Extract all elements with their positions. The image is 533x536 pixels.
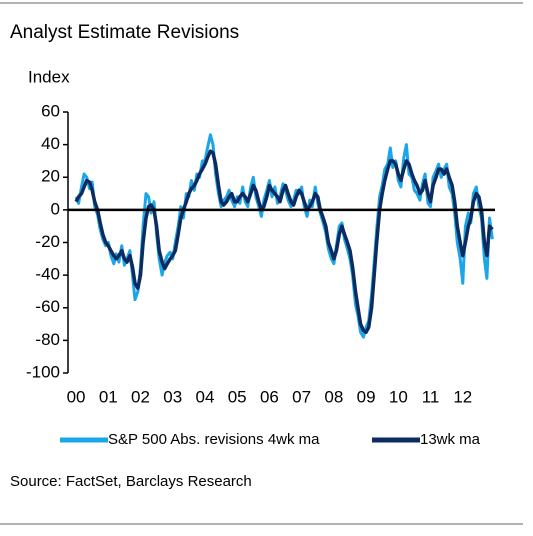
legend-label: S&P 500 Abs. revisions 4wk ma [108,431,320,448]
series-line [74,133,494,339]
y-tick-label: 60 [41,101,60,120]
x-tick-label: 01 [99,387,118,406]
y-tick-label: 40 [41,134,60,153]
source-note: Source: FactSet, Barclays Research [10,473,252,490]
y-tick-label: -40 [35,265,60,284]
x-tick-label: 10 [389,387,408,406]
y-tick-label: -20 [35,232,60,251]
series-line [74,149,494,334]
x-tick-label: 12 [453,387,472,406]
y-tick-label: -60 [35,297,60,316]
x-tick-label: 06 [260,387,279,406]
y-tick-label: 20 [41,167,60,186]
x-tick-label: 02 [131,387,150,406]
x-tick-label: 08 [324,387,343,406]
x-tick-label: 05 [228,387,247,406]
x-tick-label: 09 [357,387,376,406]
legend-label: 13wk ma [420,431,481,448]
chart-title: Analyst Estimate Revisions [10,22,239,43]
x-tick-label: 04 [196,387,215,406]
y-axis-label: Index [28,67,70,86]
x-tick-label: 03 [163,387,182,406]
x-tick-label: 11 [422,387,440,406]
x-tick-label: 07 [292,387,311,406]
y-tick-label: -100 [26,362,60,381]
y-tick-label: 0 [51,199,60,218]
y-tick-label: -80 [35,330,60,349]
x-tick-label: 00 [67,387,86,406]
